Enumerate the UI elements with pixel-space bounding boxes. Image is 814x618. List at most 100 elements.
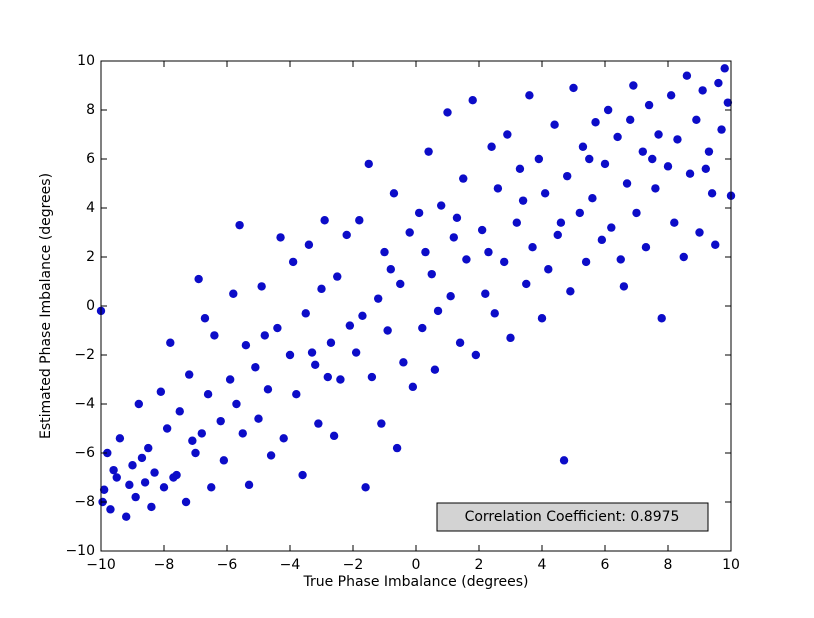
scatter-point — [648, 154, 657, 164]
scatter-point — [336, 375, 345, 384]
scatter-point — [559, 456, 569, 465]
scatter-point — [188, 436, 197, 445]
scatter-point — [666, 91, 676, 100]
scatter-point — [644, 100, 654, 110]
scatter-point — [540, 189, 550, 198]
scatter-point — [307, 348, 317, 357]
scatter-point — [455, 338, 465, 347]
scatter-point — [711, 240, 720, 249]
scatter-point — [506, 333, 515, 343]
scatter-point — [490, 309, 499, 318]
y-tick-label: −8 — [74, 494, 95, 510]
scatter-point — [512, 218, 521, 227]
scatter-point — [430, 365, 440, 374]
scatter-point — [244, 480, 254, 490]
scatter-point — [446, 292, 455, 301]
scatter-point — [257, 282, 266, 291]
scatter-point — [364, 159, 373, 169]
scatter-point — [232, 399, 241, 409]
scatter-point — [477, 225, 487, 235]
scatter-point — [207, 483, 216, 492]
scatter-point — [525, 91, 534, 100]
scatter-point — [159, 483, 169, 492]
scatter-point — [292, 390, 301, 399]
scatter-point — [405, 228, 414, 237]
scatter-point — [342, 230, 351, 240]
scatter-point — [698, 86, 707, 95]
scatter-point — [229, 289, 238, 298]
y-tick-label: 10 — [77, 53, 95, 69]
scatter-point — [383, 326, 392, 335]
scatter-point — [651, 184, 660, 193]
scatter-point — [314, 419, 323, 428]
scatter-point — [437, 201, 446, 210]
scatter-point — [673, 135, 682, 144]
scatter-point — [367, 372, 377, 382]
scatter-point — [657, 314, 666, 323]
scatter-point — [459, 174, 468, 183]
scatter-point — [326, 338, 336, 347]
x-tick-label: −8 — [154, 557, 175, 573]
scatter-point — [106, 505, 115, 514]
scatter-point — [317, 284, 326, 294]
scatter-point — [421, 247, 430, 257]
scatter-point — [156, 387, 166, 396]
scatter-point — [276, 233, 285, 242]
scatter-point — [241, 341, 251, 350]
scatter-point — [358, 311, 367, 320]
scatter-point — [544, 265, 553, 274]
x-tick-label: 6 — [601, 557, 610, 573]
scatter-point — [235, 220, 244, 230]
scatter-point — [484, 247, 493, 257]
scatter-point — [638, 147, 647, 156]
y-tick-label: 2 — [86, 249, 95, 265]
scatter-point — [377, 419, 386, 428]
scatter-point — [607, 223, 616, 232]
annotation: Correlation Coefficient: 0.8975 — [465, 509, 680, 525]
scatter-point — [414, 208, 424, 218]
scatter-point — [704, 147, 714, 156]
scatter-point — [487, 142, 496, 151]
scatter-point — [682, 71, 692, 80]
scatter-point — [452, 213, 462, 222]
scatter-point — [191, 448, 200, 458]
scatter-point — [392, 443, 402, 453]
scatter-point — [408, 382, 418, 392]
scatter-point — [424, 147, 433, 156]
scatter-point — [692, 115, 701, 125]
scatter-point — [603, 105, 613, 115]
points — [96, 64, 736, 521]
scatter-point — [695, 228, 704, 237]
scatter-point — [591, 118, 600, 127]
scatter-point — [361, 483, 370, 492]
scatter-point — [144, 443, 153, 453]
scatter-point — [109, 465, 118, 475]
x-axis-label: True Phase Imbalance (degrees) — [302, 574, 528, 590]
scatter-point — [626, 115, 635, 125]
scatter-point — [500, 257, 509, 267]
scatter-point — [556, 218, 566, 227]
scatter-point — [468, 96, 477, 105]
scatter-point — [714, 78, 723, 88]
scatter-point — [575, 208, 584, 218]
scatter-point — [707, 189, 717, 198]
scatter-point — [663, 162, 673, 171]
x-tick-label: 4 — [538, 557, 547, 573]
scatter-point — [374, 294, 383, 303]
scatter-point — [140, 478, 150, 487]
y-tick-label: −10 — [65, 543, 95, 559]
scatter-point — [629, 81, 638, 90]
scatter-point — [585, 154, 594, 164]
x-tick-label: 2 — [475, 557, 484, 573]
scatter-point — [619, 282, 629, 291]
scatter-point — [503, 130, 512, 139]
scatter-point — [569, 83, 578, 93]
scatter-point — [169, 473, 178, 482]
scatter-point — [134, 399, 143, 409]
scatter-point — [481, 289, 490, 298]
scatter-point — [528, 243, 537, 252]
scatter-point — [380, 247, 389, 257]
y-tick-label: −6 — [74, 445, 95, 461]
x-tick-label: 0 — [412, 557, 421, 573]
scatter-point — [263, 385, 273, 394]
